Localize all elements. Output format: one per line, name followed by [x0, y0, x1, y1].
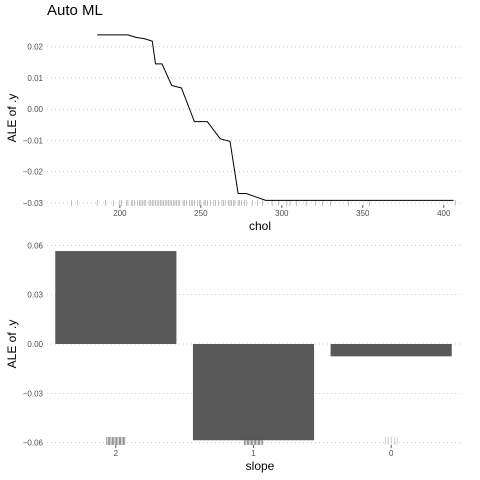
bar-slope-0 — [330, 344, 452, 357]
bar-slope-2 — [55, 251, 177, 344]
y-tick-label: 0.00 — [27, 105, 43, 114]
x-tick-label: 0 — [389, 449, 394, 458]
bar-slope-1 — [192, 344, 315, 441]
chol-y-axis-title: ALE of .y — [5, 94, 19, 143]
slope-bars — [55, 251, 452, 441]
x-tick-label: 250 — [194, 209, 208, 218]
y-tick-label: −0.02 — [23, 168, 44, 177]
y-tick-label: 0.06 — [27, 241, 43, 250]
x-tick-label: 1 — [251, 449, 256, 458]
y-tick-label: −0.03 — [23, 389, 44, 398]
x-tick-label: 2 — [114, 449, 119, 458]
chol-ale-line — [97, 34, 454, 201]
y-tick-label: 0.00 — [27, 340, 43, 349]
figure-title: Auto ML — [47, 2, 103, 19]
x-tick-label: 350 — [356, 209, 370, 218]
chol-ale-panel: 0.02 0.01 0.00 −0.01 −0.02 −0.03 200 250 300 350… — [5, 34, 460, 233]
slope-y-ticks: 0.06 0.03 0.00 −0.03 −0.06 — [23, 241, 44, 447]
slope-x-ticks: 2 1 0 — [114, 445, 394, 458]
x-tick-label: 300 — [275, 209, 289, 218]
y-tick-label: −0.03 — [23, 199, 44, 208]
y-tick-label: −0.06 — [23, 439, 44, 448]
chol-y-ticks: 0.02 0.01 0.00 −0.01 −0.02 −0.03 — [23, 43, 44, 208]
chol-x-axis-title: chol — [249, 219, 271, 233]
slope-y-axis-title: ALE of .y — [5, 320, 19, 369]
y-tick-label: 0.01 — [27, 74, 43, 83]
x-tick-label: 200 — [113, 209, 127, 218]
y-tick-label: 0.03 — [27, 291, 43, 300]
slope-rug — [106, 437, 398, 445]
y-tick-label: 0.02 — [27, 43, 43, 52]
chol-rug — [70, 200, 456, 206]
x-tick-label: 400 — [437, 209, 451, 218]
chol-x-ticks: 200 250 300 350 400 — [113, 205, 451, 218]
y-tick-label: −0.01 — [23, 136, 44, 145]
chol-gridlines — [47, 46, 460, 204]
slope-ale-panel: 0.06 0.03 0.00 −0.03 −0.06 2 1 0 slope ALE of … — [5, 241, 460, 473]
slope-x-axis-title: slope — [246, 459, 275, 473]
